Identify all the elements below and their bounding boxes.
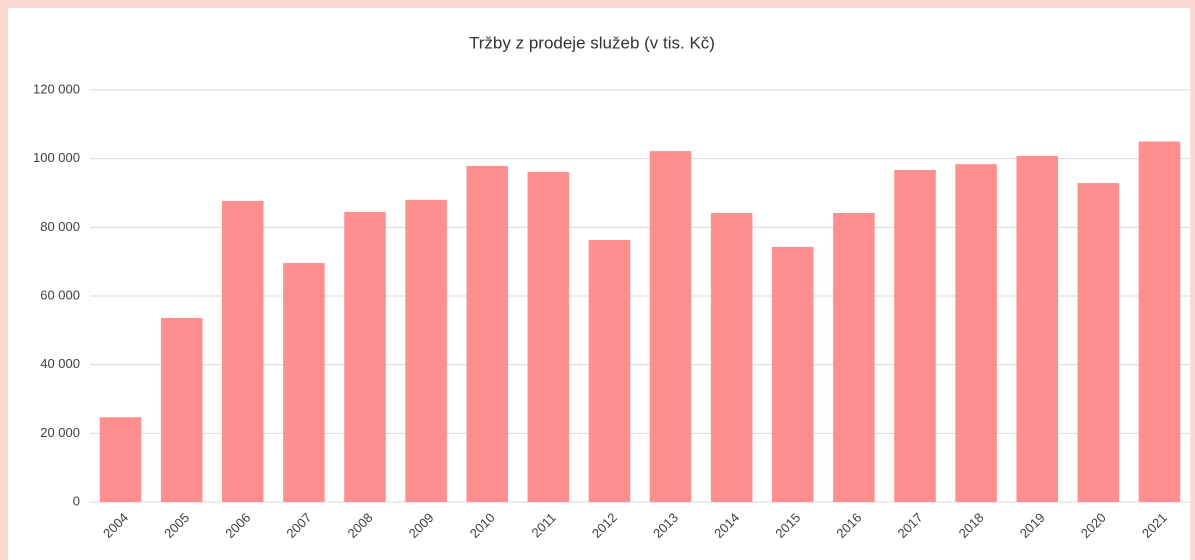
- bar: [588, 240, 631, 502]
- y-tick-label: 120 000: [33, 81, 80, 96]
- y-tick-label: 0: [73, 493, 80, 508]
- bar: [955, 164, 997, 502]
- bar: [344, 211, 386, 502]
- bar: [466, 165, 508, 503]
- bar: [99, 417, 142, 502]
- y-tick-label: 20 000: [40, 425, 80, 440]
- y-tick-label: 80 000: [40, 219, 80, 234]
- bar: [160, 317, 203, 502]
- bar: [710, 212, 753, 502]
- bar: [1016, 155, 1058, 503]
- y-tick-label: 100 000: [33, 150, 80, 165]
- bar: [283, 263, 325, 502]
- y-tick-label: 60 000: [40, 287, 80, 302]
- chart-title: Tržby z prodeje služeb (v tis. Kč): [469, 33, 715, 52]
- bar: [222, 200, 264, 502]
- bar: [649, 151, 692, 502]
- bar: [405, 199, 447, 502]
- bar: [1138, 141, 1181, 502]
- bar: [1077, 183, 1120, 502]
- bar: [894, 169, 936, 502]
- bar: [833, 212, 875, 502]
- bar: [527, 172, 570, 502]
- y-tick-label: 40 000: [40, 356, 80, 371]
- bar: [772, 246, 814, 502]
